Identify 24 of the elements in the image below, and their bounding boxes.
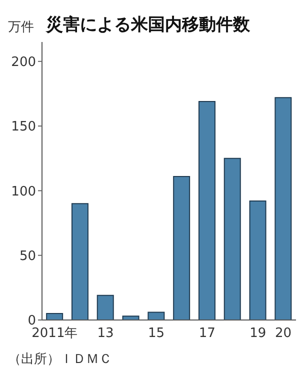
x-tick-label: 13 — [97, 326, 114, 342]
bar — [274, 97, 292, 320]
y-axis-title: 万件 — [8, 19, 35, 36]
bar — [249, 200, 266, 320]
bar — [198, 100, 216, 320]
x-tick-label: 15 — [148, 326, 165, 342]
y-tick-label: 50 — [19, 248, 36, 264]
chart-title: 災害による米国内移動件数 — [46, 14, 250, 36]
bar — [46, 313, 64, 320]
bar — [71, 203, 88, 320]
bar — [224, 158, 241, 320]
x-tick-label: 19 — [250, 326, 266, 342]
x-tick-label: 20 — [275, 326, 292, 342]
y-tick-label: 0 — [28, 314, 36, 329]
text: （出所）ＩＤＭＣ — [8, 351, 113, 368]
y-tick-label: 200 — [11, 55, 36, 70]
bar — [148, 312, 165, 320]
bar — [122, 316, 140, 320]
bar — [173, 176, 190, 320]
x-tick-label: 2011年 — [32, 326, 78, 342]
bar — [96, 294, 114, 320]
y-tick-label: 100 — [11, 184, 36, 200]
x-tick-label: 17 — [198, 326, 216, 342]
y-tick-label: 150 — [11, 120, 36, 135]
